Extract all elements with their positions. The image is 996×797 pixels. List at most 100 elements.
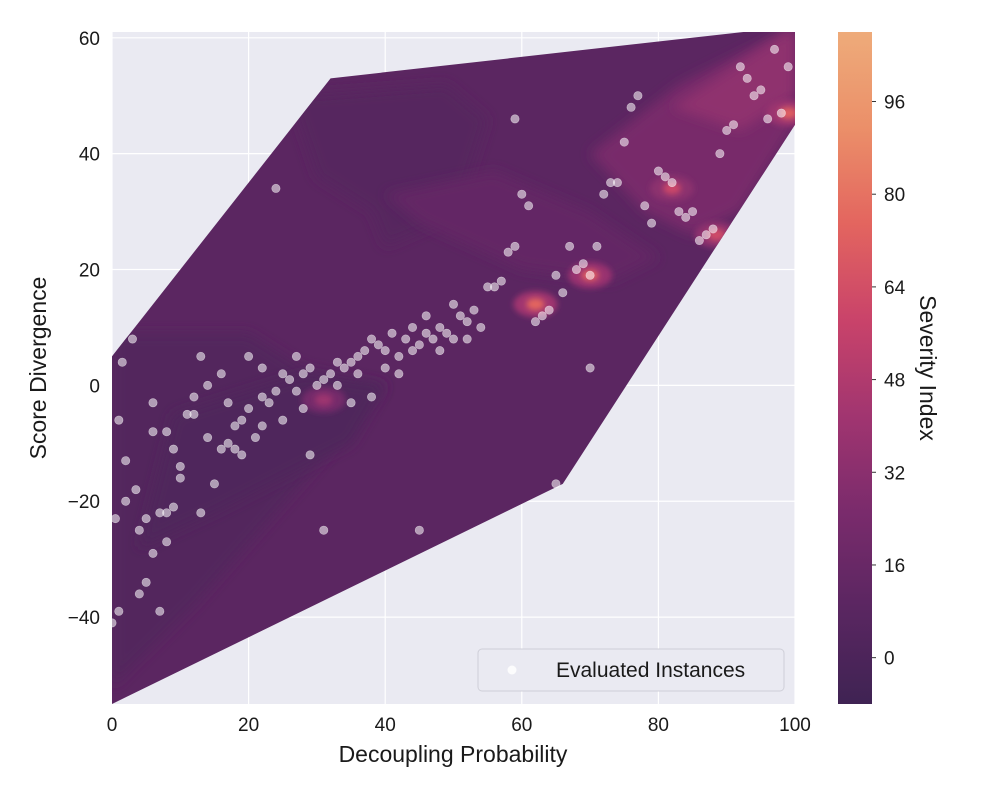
scatter-point (305, 363, 315, 373)
scatter-point (448, 334, 458, 344)
contour-hotspot (663, 182, 682, 195)
scatter-point (175, 473, 185, 483)
scatter-point (209, 479, 219, 489)
scatter-point (380, 346, 390, 356)
scatter-point (517, 189, 527, 199)
scatter-point (230, 444, 240, 454)
scatter-point (257, 392, 267, 402)
scatter-point (127, 334, 137, 344)
scatter-point (414, 340, 424, 350)
scatter-point (168, 444, 178, 454)
scatter-point (435, 322, 445, 332)
colorbar-tick-label: 80 (884, 185, 905, 206)
scatter-point (708, 224, 718, 234)
scatter-point (162, 537, 172, 547)
scatter-point (476, 322, 486, 332)
scatter-point (237, 415, 247, 425)
scatter-point (394, 369, 404, 379)
scatter-point (565, 241, 575, 251)
scatter-point (346, 398, 356, 408)
scatter-point (503, 247, 513, 257)
scatter-point (134, 589, 144, 599)
scatter-point (114, 606, 124, 616)
scatter-point (196, 351, 206, 361)
scatter-point (688, 207, 698, 217)
scatter-point (387, 328, 397, 338)
scatter-point (640, 201, 650, 211)
scatter-point (216, 444, 226, 454)
scatter-point (117, 357, 127, 367)
scatter-point (510, 114, 520, 124)
scatter-point (776, 108, 786, 118)
scatter-point (148, 398, 158, 408)
scatter-point (442, 328, 452, 338)
scatter-point (783, 62, 793, 72)
scatter-point (373, 340, 383, 350)
scatter-point (353, 351, 363, 361)
scatter-point (339, 363, 349, 373)
scatter-point (537, 311, 547, 321)
scatter-point (367, 334, 377, 344)
scatter-point (264, 398, 274, 408)
scatter-point (558, 288, 568, 298)
scatter-point (223, 438, 233, 448)
x-axis-label: Decoupling Probability (339, 741, 568, 767)
scatter-point (112, 514, 120, 524)
scatter-point (112, 618, 117, 628)
scatter-point (278, 369, 288, 379)
scatter-point (592, 241, 602, 251)
colorbar-tick-label: 48 (884, 371, 905, 392)
scatter-point (729, 120, 739, 130)
scatter-point (332, 357, 342, 367)
scatter-point (401, 334, 411, 344)
y-axis-label: Score Divergence (25, 277, 51, 460)
colorbar-ticks: 0 16 32 48 64 80 96 (872, 93, 906, 670)
scatter-point (168, 502, 178, 512)
scatter-point (162, 508, 172, 518)
y-tick-label: −20 (68, 492, 100, 513)
scatter-point (544, 305, 554, 315)
contour-band (672, 32, 795, 131)
scatter-point (435, 346, 445, 356)
scatter-point (462, 317, 472, 327)
scatter-point (155, 606, 165, 616)
scatter-point (585, 270, 595, 280)
scatter-point (175, 461, 185, 471)
scatter-point (414, 525, 424, 535)
scatter-point (578, 259, 588, 269)
scatter-point (489, 282, 499, 292)
scatter-point (257, 421, 267, 431)
x-tick-label: 40 (375, 715, 396, 736)
scatter-point (141, 577, 151, 587)
scatter-point (244, 404, 254, 414)
scatter-point (271, 183, 281, 193)
scatter-point (763, 114, 773, 124)
scatter-point (278, 415, 288, 425)
x-tick-label: 20 (238, 715, 259, 736)
scatter-point (626, 102, 636, 112)
scatter-point (121, 496, 131, 506)
scatter-point (148, 427, 158, 437)
scatter-point (722, 125, 732, 135)
scatter-point (121, 456, 131, 466)
scatter-point (694, 236, 704, 246)
scatter-point (367, 392, 377, 402)
scatter-point (223, 398, 233, 408)
scatter-point (148, 548, 158, 558)
scatter-point (619, 137, 629, 147)
scatter-point (380, 363, 390, 373)
scatter-point (319, 375, 329, 385)
scatter-point (653, 166, 663, 176)
scatter-point (510, 241, 520, 251)
scatter-point (114, 415, 124, 425)
scatter-point (312, 380, 322, 390)
scatter-point (585, 363, 595, 373)
scatter-point (189, 409, 199, 419)
contour-band (139, 373, 386, 548)
scatter-point (196, 508, 206, 518)
scatter-point (756, 85, 766, 95)
scatter-point (291, 351, 301, 361)
scatter-point (291, 386, 301, 396)
scatter-point (469, 305, 479, 315)
scatter-point (735, 62, 745, 72)
